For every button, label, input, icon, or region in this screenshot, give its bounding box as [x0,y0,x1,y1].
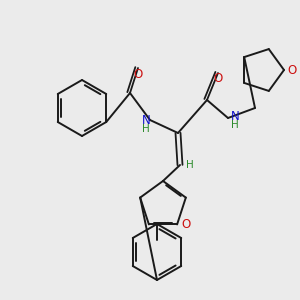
Text: H: H [142,124,150,134]
Text: O: O [182,218,191,231]
Text: H: H [231,120,239,130]
Text: O: O [134,68,142,80]
Text: N: N [231,110,240,122]
Text: H: H [186,160,194,170]
Text: O: O [213,73,223,85]
Text: N: N [142,113,150,127]
Text: O: O [287,64,297,76]
